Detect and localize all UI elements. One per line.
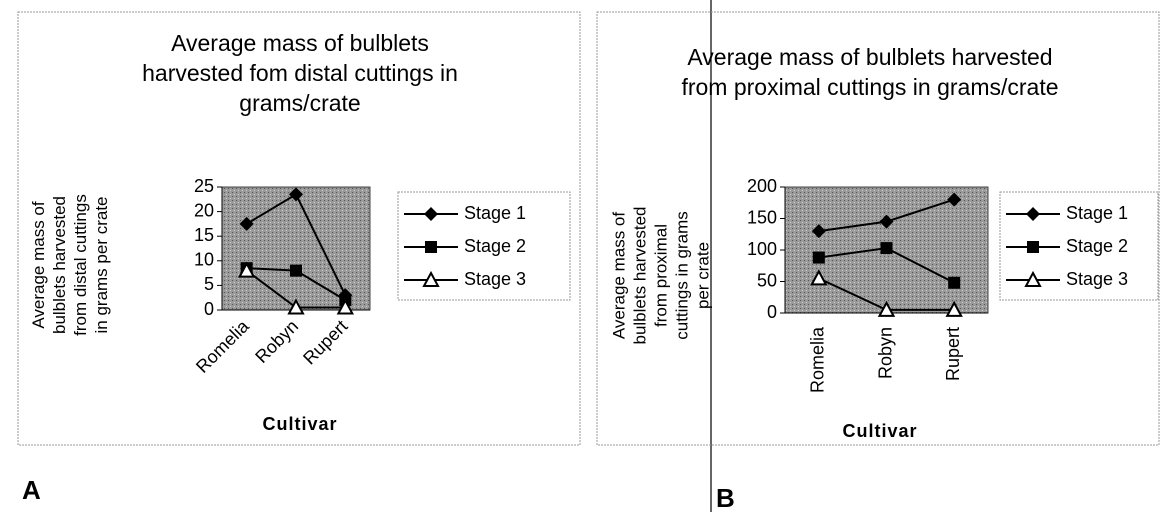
legend-marker — [425, 241, 437, 253]
legend-label: Stage 2 — [464, 236, 526, 256]
chart-frame — [17, 11, 581, 446]
y-tick-label: 5 — [204, 274, 214, 294]
x-tick-label: Romelia — [192, 315, 254, 377]
legend-marker — [1026, 207, 1040, 221]
x-tick-label: Rupert — [299, 316, 351, 368]
chart-title: Average mass of bulblets harvested fom d… — [142, 30, 458, 116]
chart-title: Average mass of bulblets harvested from … — [681, 44, 1059, 100]
panel-label: A — [22, 475, 41, 505]
y-tick-label: 10 — [194, 250, 214, 270]
legend-label: Stage 3 — [464, 269, 526, 289]
legend-marker — [1027, 241, 1039, 253]
chart-frame — [596, 11, 1160, 446]
x-tick-label: Rupert — [943, 327, 963, 381]
data-point — [877, 300, 896, 317]
y-axis-label: Average mass of bulblets harvested from … — [609, 206, 713, 345]
data-point — [812, 251, 825, 264]
y-tick-label: 15 — [194, 225, 214, 245]
x-tick-label: Romelia — [808, 326, 828, 393]
y-tick-label: 0 — [204, 299, 214, 319]
data-point — [810, 269, 828, 286]
y-tick-label: 0 — [767, 302, 777, 322]
y-tick-label: 150 — [747, 207, 777, 227]
x-axis-label: Cultivar — [262, 414, 337, 434]
data-point — [287, 298, 305, 315]
data-point — [336, 298, 355, 315]
legend-marker — [422, 270, 440, 287]
legend-label: Stage 1 — [1066, 203, 1128, 223]
legend-label: Stage 2 — [1066, 236, 1128, 256]
data-point — [880, 242, 893, 255]
data-point — [945, 300, 963, 317]
y-tick-label: 20 — [194, 200, 214, 220]
y-tick-label: 100 — [747, 239, 777, 259]
x-tick-label: Robyn — [875, 327, 895, 379]
data-point — [290, 264, 302, 277]
legend-label: Stage 1 — [464, 203, 526, 223]
y-tick-label: 200 — [747, 176, 777, 196]
data-point — [289, 187, 303, 202]
y-tick-label: 50 — [757, 270, 777, 290]
data-point — [948, 276, 961, 289]
data-point — [237, 261, 256, 278]
x-tick-label: Robyn — [251, 316, 302, 367]
panel-label: B — [716, 483, 735, 512]
legend-label: Stage 3 — [1066, 269, 1128, 289]
data-point — [947, 192, 962, 207]
y-axis-label: Average mass of bulblets harvested from … — [29, 194, 111, 336]
data-point — [879, 214, 894, 229]
legend-marker — [1024, 270, 1042, 287]
data-point — [811, 224, 826, 239]
legend-marker — [424, 207, 438, 221]
data-point — [239, 216, 254, 231]
y-tick-label: 25 — [194, 176, 214, 196]
x-axis-label: Cultivar — [842, 421, 917, 441]
